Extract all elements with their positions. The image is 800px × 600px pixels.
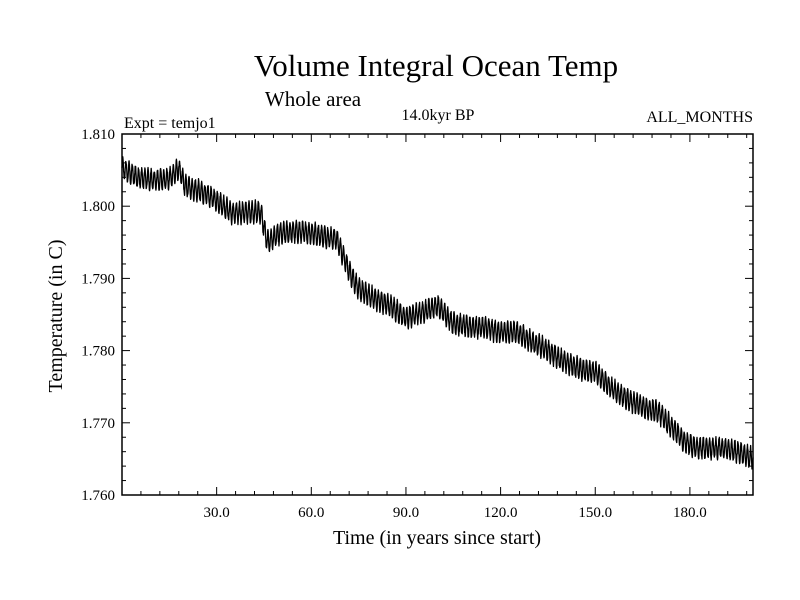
series-line [121, 156, 754, 470]
series-layer [121, 156, 754, 470]
experiment-label: Expt = temjo1 [124, 115, 216, 132]
chart-title: Volume Integral Ocean Temp [254, 48, 618, 83]
months-label: ALL_MONTHS [646, 109, 753, 126]
y-tick-label: 1.810 [81, 127, 115, 143]
x-tick-label: 90.0 [393, 505, 419, 521]
y-tick-label: 1.780 [81, 344, 115, 360]
axis-ticks: 30.0 60.0 90.0 120.0 150.0 180.0 1.760 1.770 1.7… [81, 127, 753, 521]
y-axis-label: Temperature (in C) [45, 240, 67, 393]
y-tick-label: 1.770 [81, 416, 115, 432]
y-tick-label: 1.790 [81, 271, 115, 287]
x-axis-label: Time (in years since start) [333, 527, 541, 549]
y-tick-label: 1.800 [81, 199, 115, 215]
period-label: 14.0kyr BP [402, 107, 475, 124]
x-tick-label: 30.0 [204, 505, 230, 521]
chart-subtitle: Whole area [265, 87, 362, 111]
x-tick-label: 180.0 [673, 505, 707, 521]
plot-frame [121, 133, 754, 496]
x-tick-label: 120.0 [484, 505, 518, 521]
x-tick-label: 150.0 [578, 505, 612, 521]
x-tick-label: 60.0 [298, 505, 324, 521]
y-tick-label: 1.760 [81, 488, 115, 504]
